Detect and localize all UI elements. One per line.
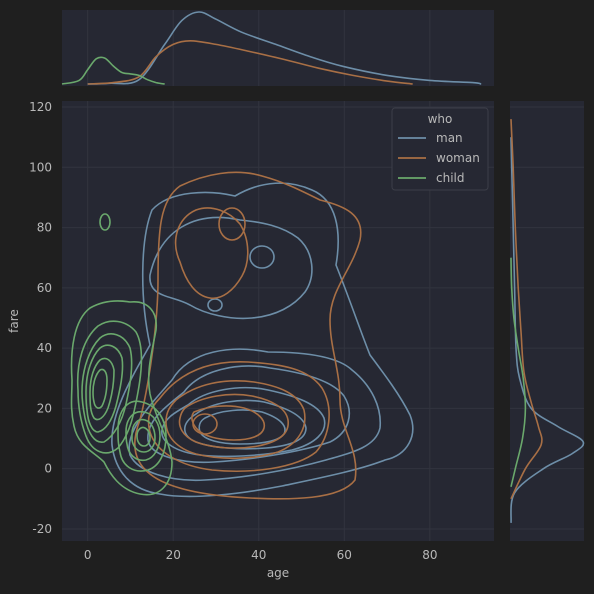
x-tick-label: 40 bbox=[251, 548, 266, 562]
x-tick-label: 80 bbox=[422, 548, 437, 562]
legend-items: man woman child bbox=[398, 131, 480, 185]
contour-woman bbox=[147, 361, 330, 472]
top-marginal-axes bbox=[61, 10, 494, 86]
contour-child bbox=[99, 213, 111, 231]
top-marginal-curves bbox=[61, 11, 482, 85]
right-marginal-background bbox=[510, 101, 584, 541]
contour-child bbox=[85, 344, 124, 433]
contour-woman bbox=[192, 413, 218, 435]
y-tick-label: 20 bbox=[37, 401, 52, 415]
marginal-x-child bbox=[61, 56, 165, 85]
y-axis-label: fare bbox=[7, 309, 21, 333]
top-marginal-background bbox=[62, 10, 494, 86]
y-tick-label: 80 bbox=[37, 221, 52, 235]
marginal-y-child bbox=[510, 257, 527, 487]
marginal-x-woman bbox=[87, 39, 413, 85]
contour-man bbox=[207, 298, 223, 312]
x-tick-label: 20 bbox=[166, 548, 181, 562]
contour-man bbox=[147, 365, 351, 464]
contour-man bbox=[249, 245, 275, 269]
contour-child bbox=[70, 300, 173, 496]
y-tick-label: 40 bbox=[37, 341, 52, 355]
legend: who man woman child bbox=[391, 107, 489, 191]
contour-child bbox=[117, 400, 167, 472]
legend-box bbox=[391, 107, 489, 191]
contour-woman bbox=[178, 393, 289, 449]
y-tick-label: 120 bbox=[29, 100, 52, 114]
contour-child bbox=[125, 410, 161, 462]
contour-child bbox=[131, 418, 156, 453]
contour-woman bbox=[218, 207, 246, 241]
x-axis-label: age bbox=[267, 566, 289, 580]
right-marginal-axes bbox=[510, 101, 585, 541]
marginal-y-woman bbox=[510, 119, 543, 500]
top-marginal-grid bbox=[87, 10, 431, 86]
x-tick-label: 0 bbox=[84, 548, 92, 562]
right-marginal-curves bbox=[510, 119, 585, 523]
contours-woman bbox=[134, 171, 362, 500]
legend-label-woman: woman bbox=[436, 151, 480, 165]
contour-woman bbox=[165, 380, 306, 460]
contour-child bbox=[76, 320, 143, 454]
contour-child bbox=[92, 368, 108, 409]
contour-child bbox=[81, 333, 133, 443]
marginal-y-man bbox=[510, 137, 585, 523]
main-tick-labels: 0 20 40 60 80 -20 0 20 40 60 80 100 120 bbox=[29, 100, 437, 562]
kde-contours bbox=[70, 171, 414, 500]
contour-woman bbox=[134, 171, 362, 500]
contour-child bbox=[136, 426, 151, 447]
y-tick-label: 60 bbox=[37, 281, 52, 295]
contour-man bbox=[128, 348, 382, 482]
legend-label-man: man bbox=[436, 131, 463, 145]
right-marginal-grid bbox=[510, 106, 584, 530]
legend-label-child: child bbox=[436, 171, 465, 185]
legend-title: who bbox=[428, 112, 453, 126]
contour-child bbox=[89, 357, 115, 421]
marginal-x-man bbox=[87, 11, 482, 85]
y-tick-label: 0 bbox=[44, 462, 52, 476]
x-tick-label: 60 bbox=[337, 548, 352, 562]
contour-woman bbox=[191, 405, 266, 441]
y-tick-label: 100 bbox=[29, 160, 52, 174]
contour-woman bbox=[174, 207, 249, 300]
y-tick-label: -20 bbox=[32, 522, 52, 536]
contours-child bbox=[70, 213, 173, 496]
